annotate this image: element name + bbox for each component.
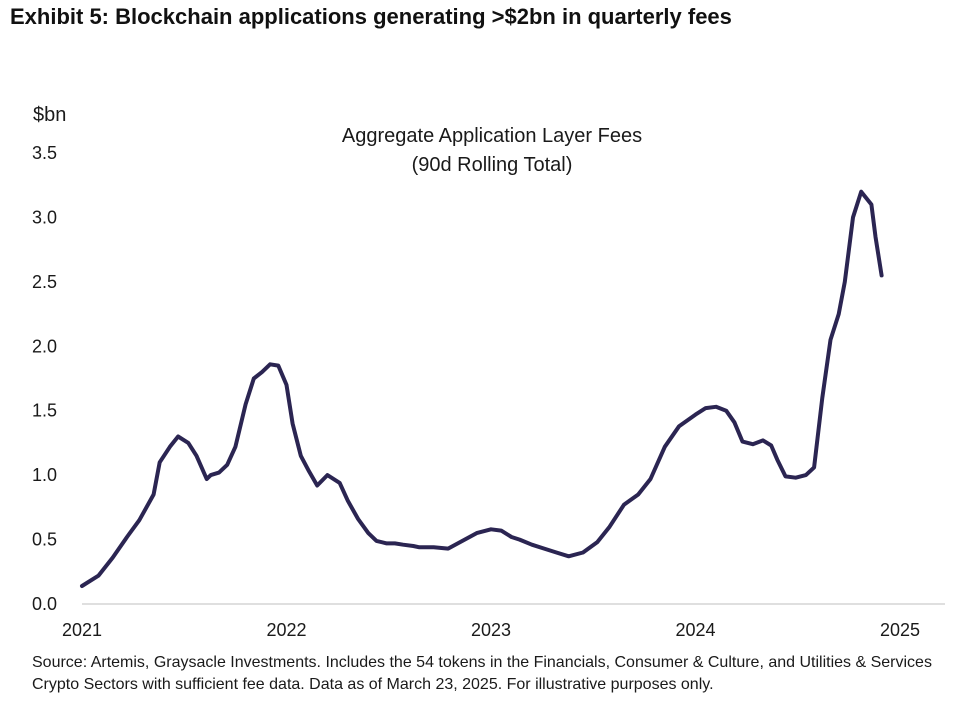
x-tick-label: 2022 [266,620,306,640]
y-tick-label: 3.0 [32,207,57,227]
source-note: Source: Artemis, Graysacle Investments. … [32,654,932,693]
fees-series-line [80,189,884,588]
line-chart: $bn Aggregate Application Layer Fees (90… [32,104,945,640]
y-tick-label: 0.5 [32,530,57,550]
x-tick-label: 2024 [675,620,715,640]
chart-title: Aggregate Application Layer Fees [342,125,642,147]
y-axis-unit-label: $bn [33,104,66,126]
y-axis-ticks: 0.0 0.5 1.0 1.5 2.0 2.5 3.0 3.5 [32,143,57,614]
x-tick-label: 2025 [880,620,920,640]
y-tick-label: 0.0 [32,594,57,614]
x-tick-label: 2023 [471,620,511,640]
y-tick-label: 2.5 [32,272,57,292]
x-tick-label: 2021 [62,620,102,640]
chart-subtitle: (90d Rolling Total) [412,154,573,176]
y-tick-label: 2.0 [32,336,57,356]
y-tick-label: 3.5 [32,143,57,163]
y-tick-label: 1.5 [32,401,57,421]
x-axis-ticks: 2021 2022 2023 2024 2025 [62,620,920,640]
exhibit-title: Exhibit 5: Blockchain applications gener… [10,4,732,29]
y-tick-label: 1.0 [32,465,57,485]
